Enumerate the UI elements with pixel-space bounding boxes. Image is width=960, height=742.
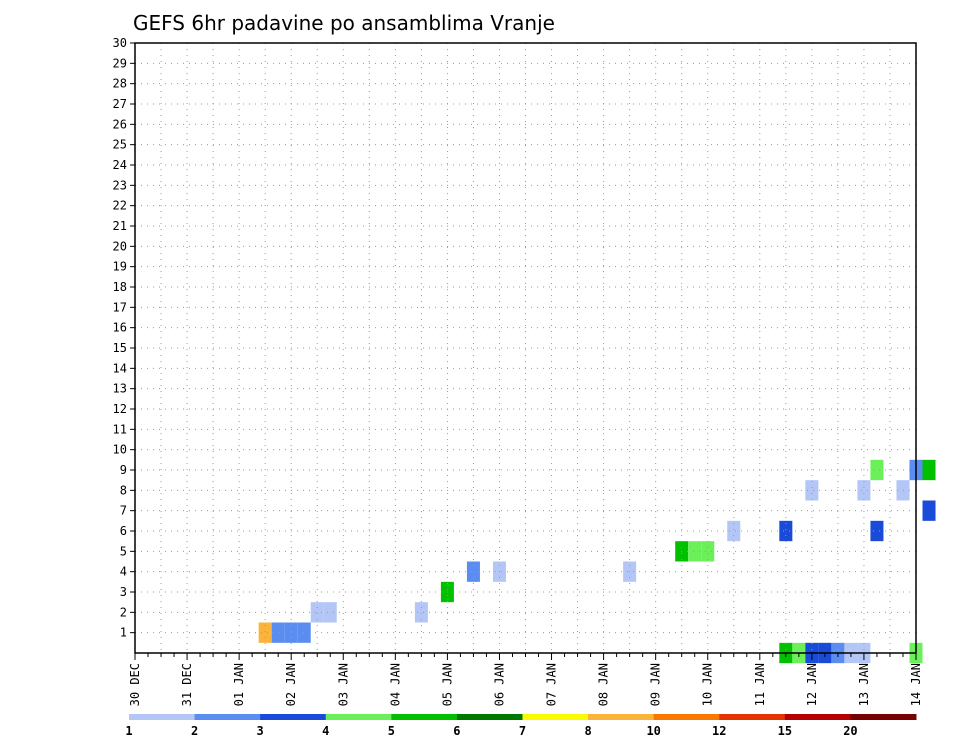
y-tick-label: 28 — [113, 77, 127, 91]
y-tick-label: 1 — [120, 626, 127, 640]
heatmap-cell — [896, 480, 910, 501]
x-tick-label: 30 DEC — [128, 663, 142, 706]
heatmap-cell — [727, 520, 741, 542]
legend-label: 3 — [257, 724, 264, 738]
y-tick-label: 17 — [113, 300, 127, 314]
y-tick-label: 2 — [120, 605, 127, 619]
x-tick-label: 13 JAN — [857, 663, 871, 706]
legend-swatch — [653, 714, 720, 720]
x-tick-label: 09 JAN — [649, 663, 663, 706]
heatmap-cell — [258, 622, 272, 643]
legend-swatch — [522, 714, 589, 720]
x-tick-label: 10 JAN — [701, 663, 715, 706]
legend-swatch — [194, 714, 261, 720]
heatmap-cell — [805, 480, 819, 501]
y-tick-label: 23 — [113, 178, 127, 192]
x-tick-label: 08 JAN — [597, 663, 611, 706]
x-tick-label: 02 JAN — [284, 663, 298, 706]
legend-swatch — [588, 714, 655, 720]
legend-label: 2 — [191, 724, 198, 738]
x-tick-label: 06 JAN — [492, 663, 506, 706]
legend-label: 15 — [778, 724, 792, 738]
y-tick-label: 12 — [113, 402, 127, 416]
legend-label: 8 — [584, 724, 591, 738]
y-tick-label: 26 — [113, 117, 127, 131]
heatmap-cell — [297, 622, 311, 643]
y-tick-label: 16 — [113, 321, 127, 335]
legend-swatch — [456, 714, 523, 720]
legend-swatch — [719, 714, 786, 720]
y-tick-label: 13 — [113, 382, 127, 396]
x-tick-label: 01 JAN — [232, 663, 246, 706]
heatmap-cell — [922, 500, 936, 521]
y-tick-label: 22 — [113, 199, 127, 213]
legend-label: 4 — [322, 724, 329, 738]
heatmap-cell — [414, 602, 428, 623]
legend-label: 1 — [125, 724, 132, 738]
x-tick-label: 14 JAN — [909, 663, 923, 706]
legend-swatch — [391, 714, 458, 720]
x-axis: 30 DEC 31 DEC 01 JAN 02 JAN 03 JAN 04 JAN 05 J… — [128, 653, 923, 706]
x-tick-label: 03 JAN — [336, 663, 350, 706]
y-tick-label: 18 — [113, 280, 127, 294]
y-tick-label: 8 — [120, 483, 127, 497]
y-tick-label: 25 — [113, 138, 127, 152]
y-tick-label: 10 — [113, 443, 127, 457]
x-tick-label: 07 JAN — [545, 663, 559, 706]
y-tick-label: 4 — [120, 565, 127, 579]
y-tick-label: 6 — [120, 524, 127, 538]
y-tick-label: 24 — [113, 158, 127, 172]
heatmap-cell — [870, 459, 884, 481]
legend-swatch — [850, 714, 917, 720]
legend-swatch — [325, 714, 392, 720]
y-tick-label: 9 — [120, 463, 127, 477]
legend-label: 12 — [712, 724, 726, 738]
y-tick-label: 19 — [113, 260, 127, 274]
legend-label: 20 — [843, 724, 857, 738]
heatmap-cell — [922, 459, 936, 481]
heatmap-cell — [779, 520, 793, 542]
x-tick-label: 05 JAN — [440, 663, 454, 706]
heatmap-cell — [870, 520, 884, 542]
legend-label: 7 — [519, 724, 526, 738]
chart-title: GEFS 6hr padavine po ansamblima Vranje — [133, 11, 555, 35]
grid-lines — [135, 42, 916, 653]
legend-label: 10 — [646, 724, 660, 738]
y-axis: 1234567891011121314151617181920212223242… — [113, 36, 135, 640]
x-tick-label: 04 JAN — [388, 663, 402, 706]
y-tick-label: 27 — [113, 97, 127, 111]
y-tick-label: 30 — [113, 36, 127, 50]
heatmap-cell — [271, 622, 285, 643]
legend-swatch — [129, 714, 196, 720]
heatmap-cell — [701, 541, 715, 562]
legend-swatch — [260, 714, 327, 720]
y-tick-label: 20 — [113, 239, 127, 253]
heatmap-cell — [323, 602, 337, 623]
y-tick-label: 15 — [113, 341, 127, 355]
y-tick-label: 11 — [113, 422, 127, 436]
y-tick-label: 5 — [120, 544, 127, 558]
x-tick-label: 31 DEC — [180, 663, 194, 706]
y-tick-label: 3 — [120, 585, 127, 599]
y-tick-label: 29 — [113, 56, 127, 70]
x-tick-label: 12 JAN — [805, 663, 819, 706]
y-tick-label: 7 — [120, 504, 127, 518]
heatmap-cell — [857, 480, 871, 501]
y-tick-label: 14 — [113, 361, 127, 375]
heatmap-cell — [688, 541, 702, 562]
legend-swatch — [784, 714, 851, 720]
x-tick-label: 11 JAN — [753, 663, 767, 706]
y-tick-label: 21 — [113, 219, 127, 233]
heatmap-cell — [310, 602, 324, 623]
color-legend: 1 2 3 4 5 6 7 8 10 12 15 20 — [125, 714, 917, 738]
legend-label: 6 — [453, 724, 460, 738]
legend-label: 5 — [388, 724, 395, 738]
